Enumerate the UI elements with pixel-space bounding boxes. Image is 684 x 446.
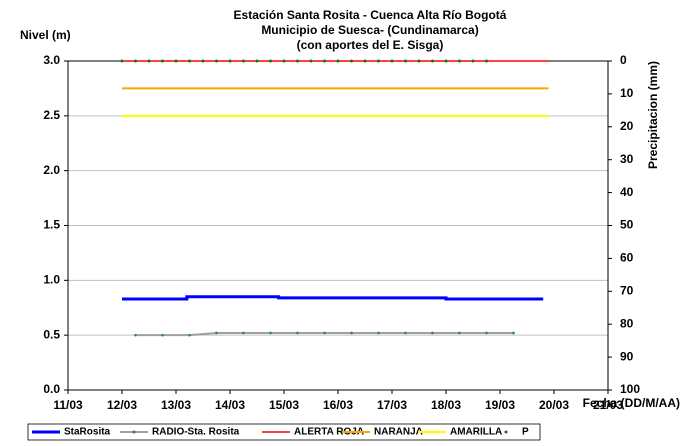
y2-tick-label: 70: [620, 283, 634, 297]
x-tick-label: 15/03: [269, 398, 299, 412]
x-tick-label: 14/03: [215, 398, 245, 412]
data-point: [161, 59, 164, 63]
data-point: [188, 59, 191, 63]
x-tick-label: 21/03: [593, 398, 623, 412]
data-point: [161, 333, 164, 337]
data-point: [215, 331, 218, 335]
chart-subtitle: Municipio de Suesca- (Cundinamarca): [261, 23, 478, 37]
data-point: [242, 331, 245, 335]
x-tick-label: 20/03: [539, 398, 569, 412]
y-tick-label: 3.0: [43, 53, 60, 67]
legend-label: RADIO-Sta. Rosita: [152, 427, 240, 438]
data-point: [242, 59, 245, 63]
legend-label: StaRosita: [64, 427, 111, 438]
y2-tick-label: 0: [620, 53, 627, 67]
data-point: [444, 59, 448, 63]
y2-tick-label: 10: [620, 86, 634, 100]
data-point: [431, 331, 434, 335]
data-point: [296, 59, 299, 63]
data-point: [120, 59, 124, 63]
y-axis-label: Nivel (m): [20, 28, 71, 42]
x-tick-label: 11/03: [53, 398, 83, 412]
y2-axis-label: Precipitacion (mm): [646, 61, 660, 169]
data-point: [485, 59, 488, 63]
data-point: [512, 331, 515, 335]
data-point: [269, 59, 272, 63]
data-point: [458, 331, 461, 335]
data-point: [350, 59, 353, 63]
x-tick-label: 18/03: [431, 398, 461, 412]
data-point: [282, 59, 286, 63]
y2-tick-label: 100: [620, 382, 640, 396]
data-point: [174, 59, 178, 63]
data-point: [471, 59, 475, 63]
data-point: [404, 59, 407, 63]
data-point: [323, 331, 326, 335]
legend-label: ALERTA ROJA: [294, 427, 364, 438]
y-tick-label: 2.0: [43, 163, 60, 177]
data-point: [147, 59, 151, 63]
x-tick-label: 12/03: [107, 398, 137, 412]
data-point: [485, 331, 488, 335]
data-point: [201, 59, 205, 63]
chart-title: Estación Santa Rosita - Cuenca Alta Río …: [234, 8, 507, 22]
data-point: [134, 333, 137, 337]
data-point: [269, 331, 272, 335]
x-tick-label: 17/03: [377, 398, 407, 412]
legend-label: AMARILLA: [450, 427, 502, 438]
data-point: [390, 59, 394, 63]
data-point: [188, 333, 191, 337]
data-point: [336, 59, 340, 63]
x-tick-label: 19/03: [485, 398, 515, 412]
y2-tick-label: 60: [620, 251, 634, 265]
data-point: [134, 59, 137, 63]
series-line: [122, 295, 544, 301]
y2-tick-label: 80: [620, 316, 634, 330]
legend-swatch: [504, 430, 508, 434]
y-tick-label: 1.5: [43, 218, 60, 232]
y2-tick-label: 40: [620, 185, 634, 199]
data-point: [458, 59, 461, 63]
data-point: [431, 59, 434, 63]
y-tick-label: 1.0: [43, 273, 60, 287]
y2-tick-label: 30: [620, 152, 634, 166]
y2-tick-label: 90: [620, 349, 634, 363]
y-tick-label: 0.0: [43, 382, 60, 396]
legend-box: [27, 423, 541, 441]
legend-label: NARANJA: [374, 427, 423, 438]
y-tick-label: 0.5: [43, 327, 60, 341]
data-point: [350, 331, 353, 335]
data-point: [309, 59, 313, 63]
data-point: [296, 331, 299, 335]
x-tick-label: 13/03: [161, 398, 191, 412]
data-point: [404, 331, 407, 335]
data-point: [363, 59, 367, 63]
data-point: [417, 59, 421, 63]
x-tick-label: 16/03: [323, 398, 353, 412]
y2-tick-label: 50: [620, 218, 634, 232]
y2-tick-label: 20: [620, 119, 634, 133]
data-point: [255, 59, 259, 63]
data-point: [323, 59, 326, 63]
data-point: [377, 331, 380, 335]
legend-swatch: [132, 430, 136, 434]
data-point: [377, 59, 380, 63]
y-tick-label: 2.5: [43, 108, 60, 122]
x-axis-label: Fecha (DD/M/AA): [583, 396, 680, 410]
data-point: [228, 59, 232, 63]
chart-subtitle: (con aportes del E. Sisga): [297, 38, 444, 52]
data-point: [215, 59, 218, 63]
legend-label: P: [522, 427, 529, 438]
